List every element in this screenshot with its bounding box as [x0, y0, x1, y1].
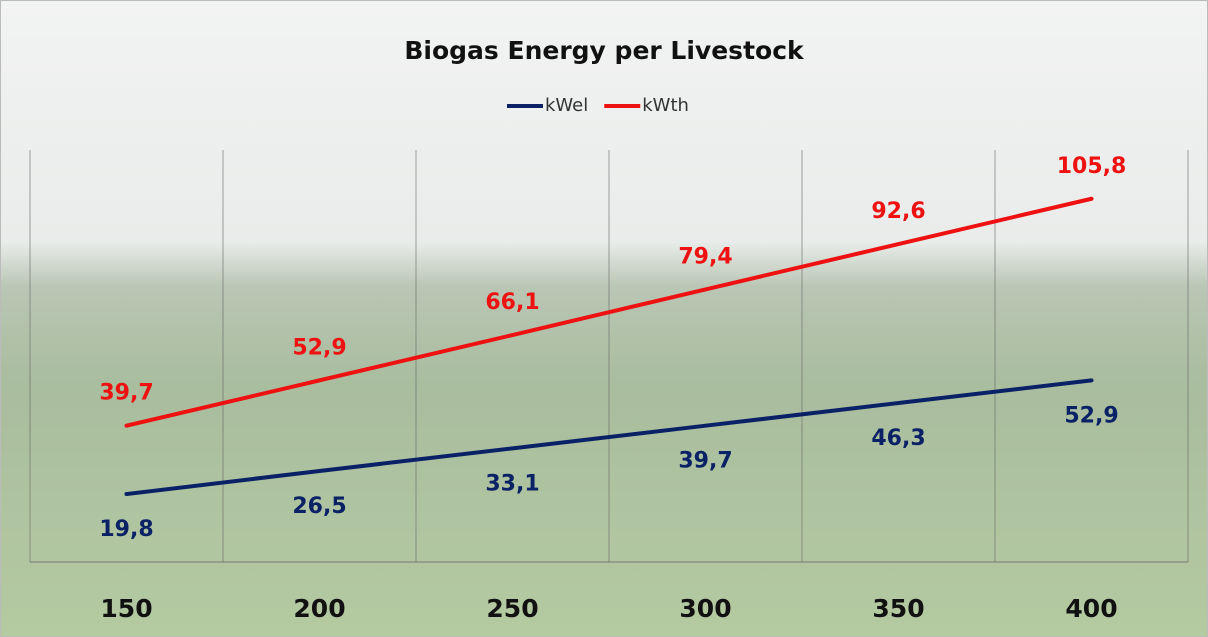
x-tick-label: 300 [679, 594, 731, 623]
x-tick-label: 250 [486, 594, 538, 623]
data-label: 19,8 [99, 517, 153, 542]
x-tick-label: 200 [293, 594, 345, 623]
data-label: 52,9 [292, 335, 346, 360]
x-tick-label: 350 [872, 594, 924, 623]
data-label: 66,1 [485, 290, 539, 315]
data-label: 39,7 [678, 449, 732, 474]
data-label: 46,3 [871, 426, 925, 451]
legend-label: kWel [545, 95, 588, 116]
x-tick-label: 150 [100, 594, 152, 623]
data-label: 39,7 [99, 381, 153, 406]
data-label: 33,1 [485, 471, 539, 496]
data-label: 26,5 [292, 494, 346, 519]
background [1, 1, 1208, 637]
x-tick-label: 400 [1065, 594, 1117, 623]
legend-label: kWth [642, 95, 689, 116]
chart: Biogas Energy per Livestock kWel kWth 150… [0, 0, 1208, 637]
chart-title: Biogas Energy per Livestock [404, 36, 805, 65]
data-label: 105,8 [1057, 154, 1127, 179]
data-label: 92,6 [871, 199, 925, 224]
data-label: 52,9 [1064, 403, 1118, 428]
data-label: 79,4 [678, 244, 732, 269]
